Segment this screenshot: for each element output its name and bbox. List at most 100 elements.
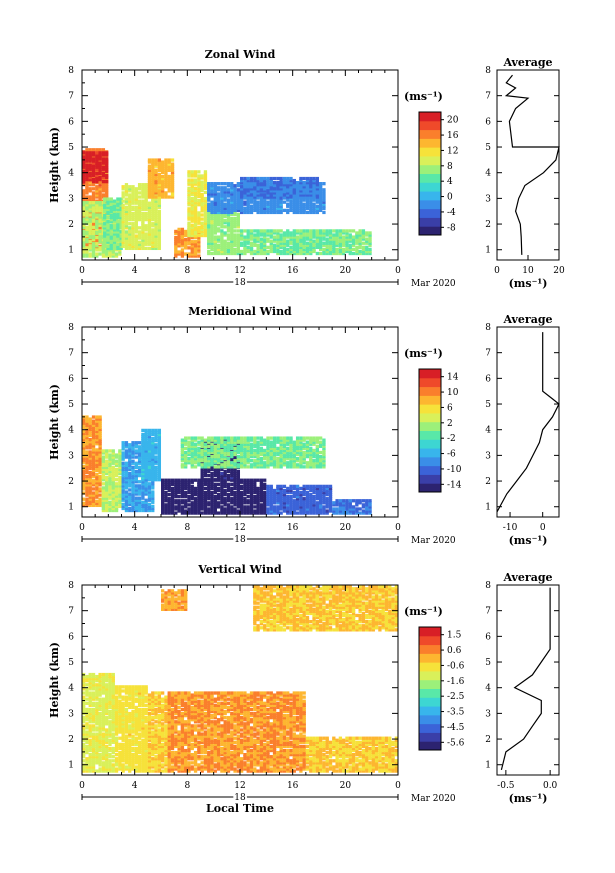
data-cell (263, 247, 267, 252)
data-cell (128, 217, 132, 222)
data-cell (95, 495, 99, 499)
data-cell (246, 495, 250, 499)
data-cell (335, 239, 339, 243)
data-cell (213, 478, 217, 482)
panel-title: Zonal Wind (205, 48, 276, 61)
data-cell (210, 233, 214, 237)
data-cell (82, 483, 86, 487)
data-cell (101, 463, 106, 467)
data-cell (151, 471, 155, 476)
data-cell (161, 187, 165, 191)
data-cell (243, 187, 247, 191)
avg-y-tick-label: 1 (485, 246, 491, 256)
data-cell (121, 467, 125, 472)
data-cell (131, 443, 135, 447)
data-cell (332, 507, 336, 511)
data-cell (128, 449, 132, 453)
data-cell (203, 221, 208, 225)
data-cell (144, 195, 148, 199)
data-cell (109, 197, 113, 201)
data-cell (213, 221, 217, 225)
data-cell (263, 202, 267, 206)
data-cell (85, 197, 89, 201)
data-cell (220, 237, 224, 241)
data-cell (147, 469, 152, 474)
data-cell (106, 220, 110, 224)
data-cell (266, 245, 270, 250)
data-cell (170, 195, 175, 199)
data-cell (114, 473, 119, 478)
data-cell (286, 189, 290, 193)
data-cell (105, 165, 109, 169)
data-cell (108, 504, 112, 509)
data-cell (131, 240, 135, 244)
data-cell (295, 231, 300, 235)
data-cell (286, 176, 290, 181)
data-cell (121, 463, 125, 467)
data-cell (124, 234, 129, 238)
data-cell (243, 176, 247, 181)
data-cell (170, 486, 175, 491)
data-cell (190, 207, 194, 211)
data-cell (167, 509, 171, 513)
data-cell (128, 238, 132, 242)
data-cell (101, 459, 106, 463)
data-cell (210, 190, 214, 194)
data-cell (101, 478, 106, 482)
data-cell (253, 185, 257, 189)
avg-x-tick-label: 0 (494, 266, 500, 276)
data-cell (361, 499, 366, 503)
data-cell (230, 227, 234, 231)
data-cell (144, 502, 148, 507)
data-cell (121, 217, 125, 222)
data-cell (345, 247, 349, 252)
data-cell (124, 471, 129, 476)
data-cell (279, 191, 283, 195)
data-cell (259, 478, 264, 482)
data-cell (91, 231, 96, 236)
data-cell (216, 212, 221, 217)
data-cell (124, 222, 129, 226)
data-cell (161, 507, 165, 511)
data-cell (85, 485, 89, 489)
data-cell (259, 241, 264, 245)
data-cell (263, 482, 267, 486)
data-cell (98, 231, 102, 236)
data-cell (161, 495, 165, 499)
data-cell (91, 238, 96, 242)
data-cell (131, 469, 135, 474)
data-cell (109, 232, 113, 236)
data-cell (105, 151, 109, 155)
data-cell (137, 240, 142, 244)
data-cell (111, 496, 115, 500)
data-cell (164, 174, 168, 179)
data-cell (131, 197, 135, 201)
data-cell (249, 183, 254, 187)
data-cell (197, 184, 201, 188)
data-cell (95, 221, 99, 225)
data-cell (141, 476, 145, 480)
data-cell (118, 469, 122, 474)
data-cell (180, 250, 185, 254)
data-cell (128, 463, 132, 467)
data-cell (240, 208, 244, 213)
data-cell (213, 186, 217, 190)
data-cell (302, 497, 306, 501)
data-cell (302, 189, 306, 193)
data-cell (319, 241, 323, 245)
data-cell (279, 245, 283, 250)
data-cell (95, 244, 99, 248)
data-cell (213, 202, 217, 206)
data-cell (223, 249, 227, 254)
data-cell (233, 192, 237, 196)
data-cell (157, 222, 162, 226)
colorbar-tick-label: 8 (447, 162, 453, 172)
data-cell (85, 466, 89, 471)
data-cell (137, 244, 142, 248)
data-cell (137, 246, 142, 251)
data-cell (144, 449, 148, 453)
data-cell (338, 245, 343, 250)
data-cell (213, 225, 217, 229)
data-cell (98, 193, 102, 197)
data-cell (144, 183, 148, 187)
